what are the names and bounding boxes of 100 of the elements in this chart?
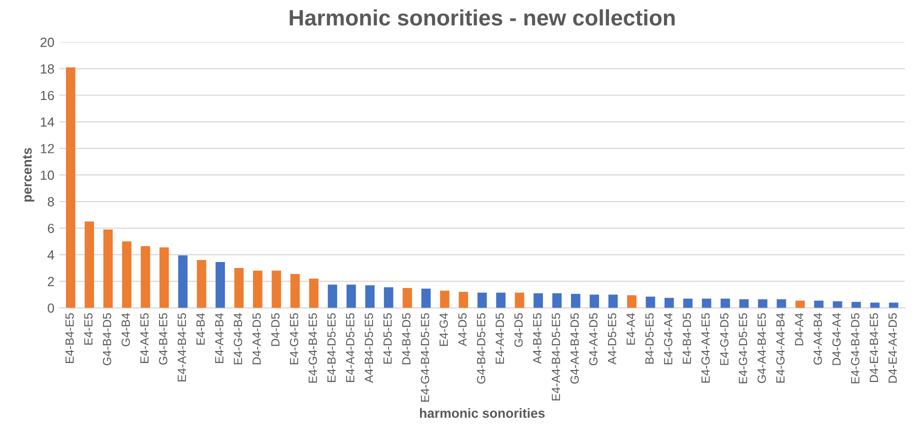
bar [402,288,412,308]
bar [795,300,805,308]
x-tick-label: G4-B4-D5-E5 [476,313,486,384]
bar [365,285,375,308]
x-tick-label: G4-B4-D5 [102,313,112,366]
y-tick-label: 6 [48,224,54,234]
x-tick-label: E4-B4-D5 [682,313,692,364]
bar [196,260,206,308]
bar [140,246,150,308]
bar [590,294,600,308]
x-tick-label: E4-G4-A4 [664,313,672,364]
x-tick-label: E4-G4-D5-E5 [738,313,748,384]
bar [496,292,506,308]
x-tick-label: E4-A4-D5 [496,313,504,364]
bar [421,288,431,308]
bar [103,229,113,308]
y-tick-label: 16 [40,90,54,100]
x-tick-label: A4-D5-E5 [608,313,616,365]
bar [290,274,300,308]
x-tick-label: E4-G4-A4-B4 [776,313,785,383]
x-tick-label: E4-A4-B4-E5 [178,313,186,382]
bar [216,262,225,308]
bar [832,301,842,308]
x-tick-label: A4-B4-E5 [533,313,542,364]
bar [272,270,282,308]
bar [702,298,712,308]
bar [346,284,356,308]
y-tick-label: 14 [40,118,54,127]
x-tick-label: E4-G4-B4-D5-E5 [420,313,430,402]
x-tick-label: G4-A4-B4 [814,313,822,365]
x-tick-label: E4-A4-B4-D5-E5 [552,313,560,400]
bar [84,222,94,308]
y-tick-label: 4 [48,250,54,260]
y-tick-label: 20 [40,38,54,47]
bar [870,302,880,308]
x-tick-label: E4-B4 [196,313,205,345]
x-tick-label: A4-D5 [458,313,467,346]
x-tick-label: E4-G4-B4-E5 [308,313,317,383]
x-tick-label: E4-G4-B4-D5 [851,313,860,384]
chart-title: Harmonic sonorities - new collection [290,9,675,26]
bar [440,290,450,308]
x-tick-label: E4-G4 [440,313,448,346]
bar [384,287,394,308]
y-tick-label: 10 [40,170,54,180]
x-tick-label: D4-A4 [795,313,804,346]
x-tick-label: D4-E4-B4-E5 [870,313,878,382]
bar [309,278,318,308]
x-tick-label: E4-B4-D5-E5 [327,313,336,382]
x-tick-label: E4-A4-B4 [215,313,224,363]
x-tick-label: D4-A4-D5 [252,313,261,364]
y-tick-label: 8 [48,197,54,206]
bar [477,292,487,308]
bar [178,255,188,308]
y-tick-label: 18 [40,64,54,74]
bar [739,299,749,308]
bar [852,302,861,308]
bar [458,292,468,308]
bar [814,300,824,308]
y-tick-label: 12 [40,144,54,154]
bar [534,293,543,308]
bar [720,298,730,308]
bar [328,284,338,308]
bar [122,241,132,308]
bar [664,298,674,308]
bar [683,298,693,308]
y-axis-title: percents [22,148,34,202]
x-tick-label: E4-D5-E5 [384,313,392,364]
x-tick-label: E4-E5 [84,313,93,345]
x-tick-label: G4-B4 [122,313,130,346]
bar [234,268,244,308]
x-tick-label: B4-D5-E5 [645,313,654,364]
x-tick-label: E4-B4-E5 [66,313,74,363]
x-tick-label: G4-A4-B4-E5 [758,313,766,384]
y-tick-label: 2 [48,276,54,286]
x-tick-label: D4-G4-A4 [832,313,841,365]
bar [888,302,898,308]
bar [758,299,768,308]
bar [570,294,580,308]
x-tick-label: D4-B4-D5 [402,313,410,364]
x-axis-title: harmonic sonorities [420,408,545,418]
x-tick-label: E4-G4-E5 [290,313,298,364]
x-tick-label: E4-A4-D5-E5 [346,313,354,382]
bar [776,299,786,308]
x-tick-label: G4-A4-B4-D5 [570,313,579,384]
x-tick-label: E4-G4-B4 [234,313,242,364]
bar [608,294,618,308]
x-tick-label: E4-G4-D5 [720,313,728,365]
x-tick-label: G4-B4-E5 [158,313,168,365]
bar [66,67,76,308]
x-tick-label: G4-A4-D5 [589,313,598,366]
bar [159,247,169,308]
bar [627,295,636,308]
x-tick-label: E4-A4 [626,313,635,345]
x-tick-label: E4-G4-A4-E5 [701,313,710,383]
bar [253,270,262,308]
x-tick-label: D4-E4-A4-D5 [888,313,897,383]
bar [552,293,562,308]
x-tick-label: G4-D5 [514,313,523,347]
bar [514,292,524,308]
x-tick-label: E4-A4-E5 [140,313,149,363]
